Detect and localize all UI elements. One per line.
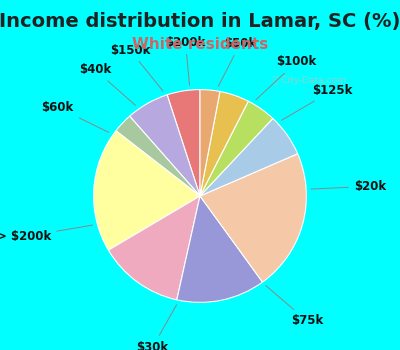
Text: $50k: $50k — [218, 37, 256, 86]
Text: $60k: $60k — [42, 101, 109, 132]
Wedge shape — [116, 116, 200, 196]
Text: > $200k: > $200k — [0, 225, 92, 243]
Text: $20k: $20k — [311, 180, 386, 193]
Wedge shape — [108, 196, 200, 300]
Text: $30k: $30k — [136, 305, 177, 350]
Wedge shape — [167, 90, 200, 196]
Text: $40k: $40k — [79, 63, 136, 105]
Text: Income distribution in Lamar, SC (%): Income distribution in Lamar, SC (%) — [0, 12, 400, 31]
Text: $200k: $200k — [165, 36, 206, 85]
Text: White residents: White residents — [132, 37, 268, 52]
Text: $75k: $75k — [266, 286, 323, 327]
Wedge shape — [200, 154, 306, 282]
Text: $150k: $150k — [110, 43, 163, 91]
Wedge shape — [200, 91, 248, 196]
Wedge shape — [130, 95, 200, 196]
Wedge shape — [94, 131, 200, 250]
Wedge shape — [200, 118, 298, 196]
Wedge shape — [200, 101, 273, 196]
Text: $125k: $125k — [282, 84, 353, 120]
Wedge shape — [200, 90, 220, 196]
Wedge shape — [177, 196, 262, 302]
Text: Ⓜ City-Data.com: Ⓜ City-Data.com — [273, 76, 346, 85]
Text: $100k: $100k — [256, 56, 317, 100]
